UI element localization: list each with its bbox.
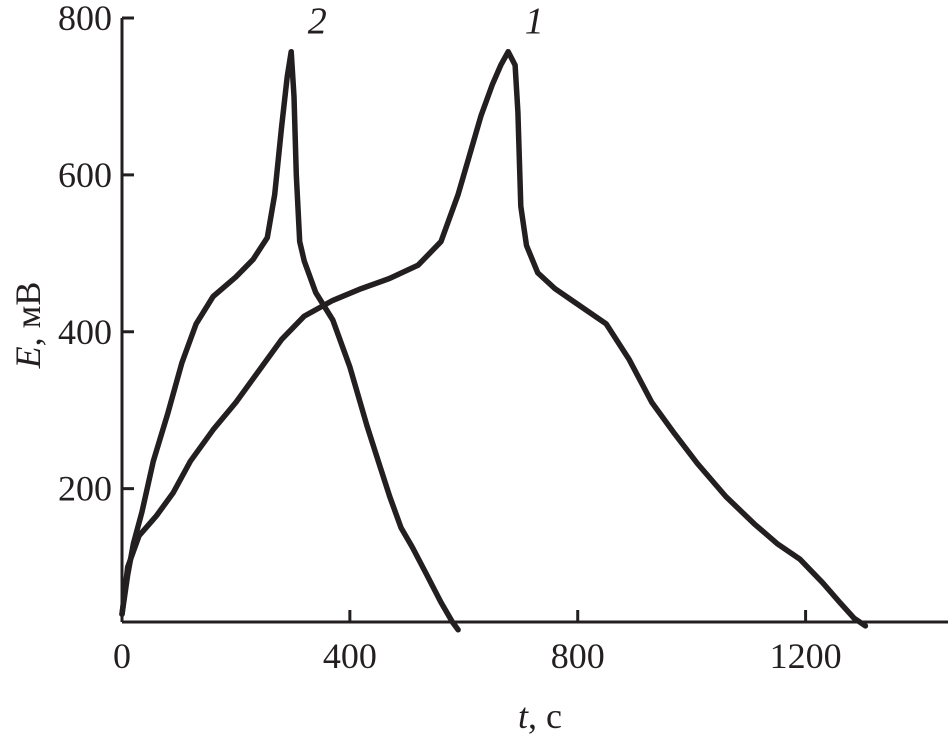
y-tick-label: 600 [58,155,112,195]
y-axis-unit: , мВ [8,282,48,347]
x-tick-label: 400 [323,636,377,676]
series-line-2 [119,48,461,633]
series-lines [119,48,869,633]
x-tick-label: 1200 [770,636,842,676]
y-tick-label: 800 [58,0,112,38]
ticks [120,16,808,622]
y-axis-var: E [8,346,48,369]
series-line-1 [119,48,869,629]
axes [120,18,948,624]
tick-labels: 0 400 800 1200 200 400 600 800 [58,0,842,676]
x-tick-label: 0 [113,636,131,676]
y-tick-label: 200 [58,469,112,509]
y-tick-label: 400 [58,312,112,352]
series-label-1: 1 [525,1,544,43]
x-tick-label: 800 [551,636,605,676]
x-axis-var: t [518,696,529,736]
x-axis-label: t, с [518,696,562,736]
y-axis-label: E, мВ [8,282,48,370]
series-labels: 12 [308,1,544,43]
series-label-2: 2 [308,1,327,43]
x-axis-unit: , с [528,696,562,736]
